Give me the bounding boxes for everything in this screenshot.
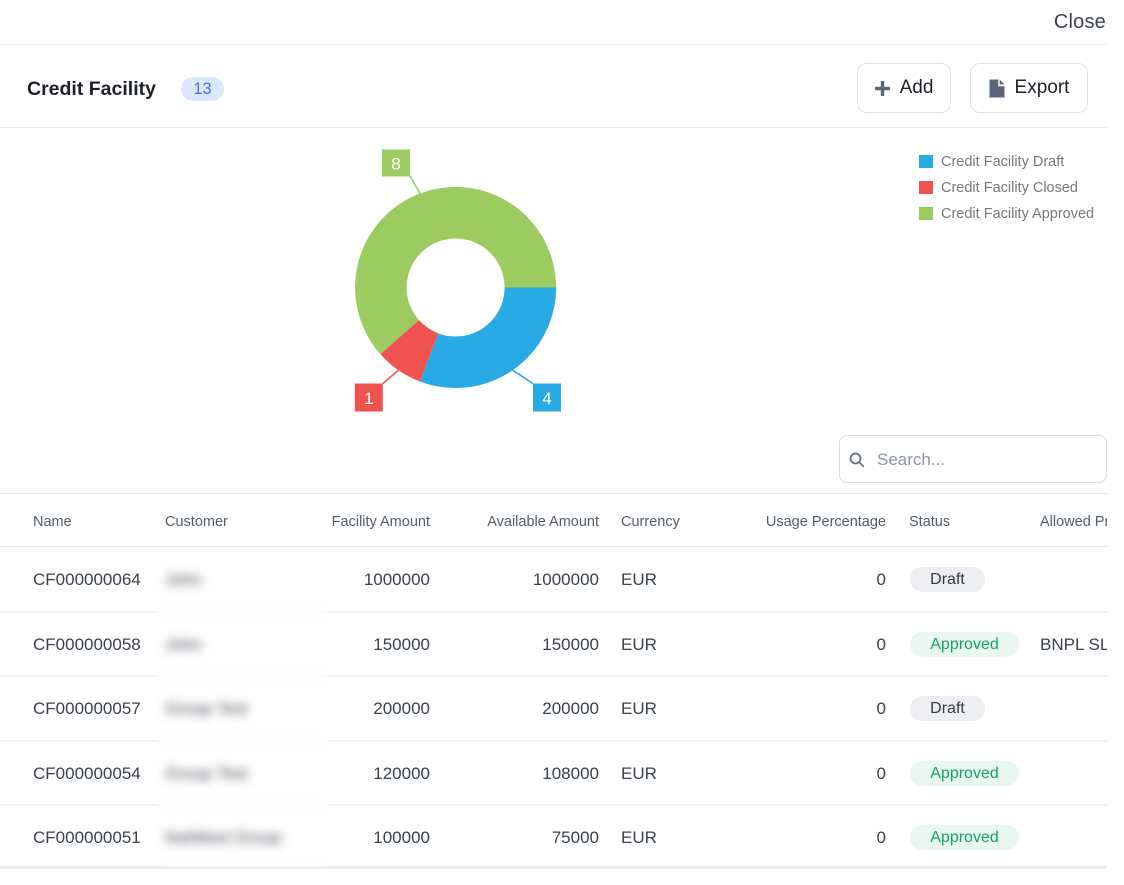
- svg-text:4: 4: [542, 389, 551, 408]
- svg-text:8: 8: [391, 155, 400, 174]
- svg-text:1: 1: [364, 389, 373, 408]
